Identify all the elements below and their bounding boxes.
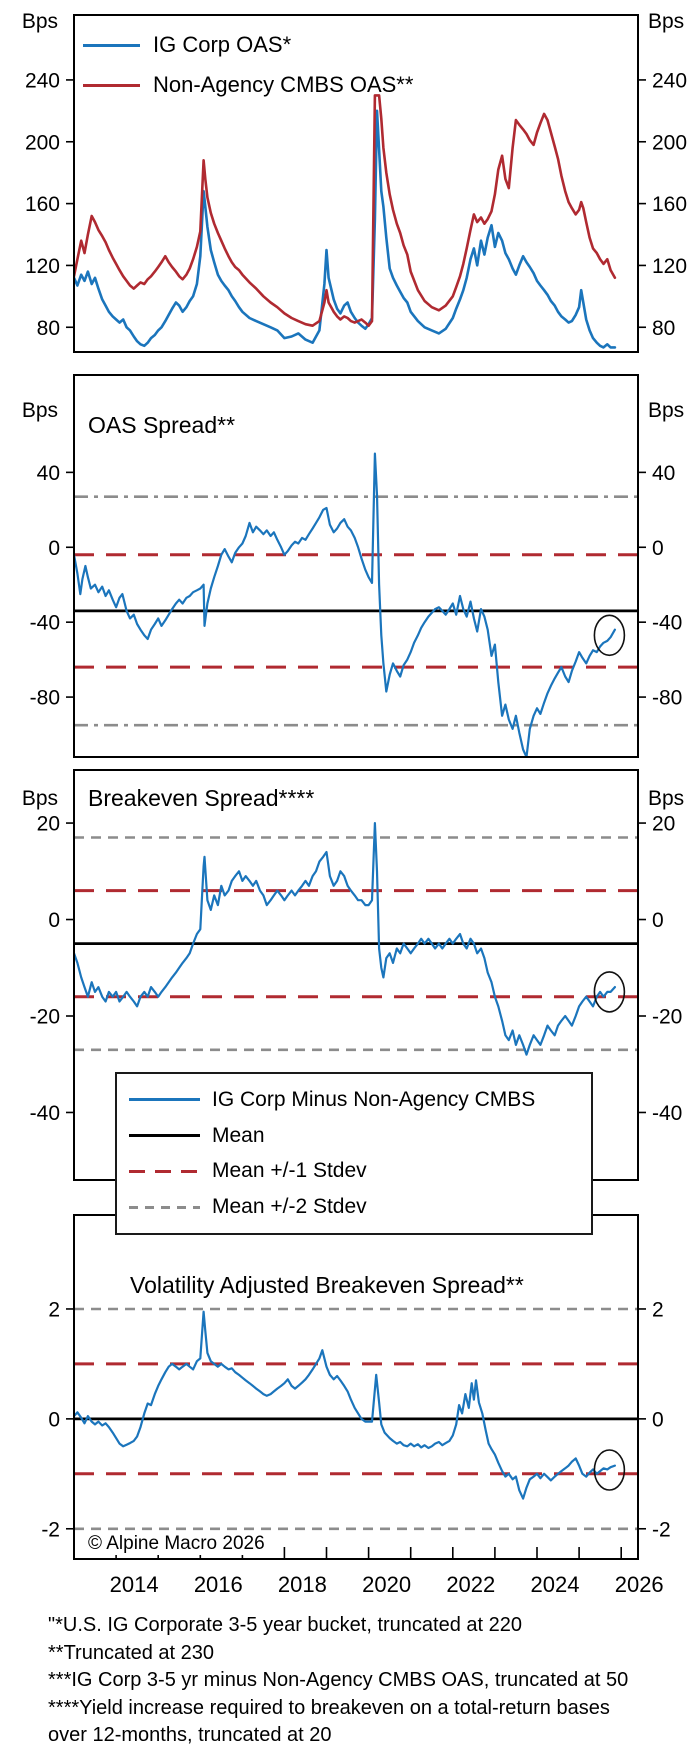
- svg-text:40: 40: [652, 462, 675, 485]
- svg-text:200: 200: [652, 131, 687, 154]
- svg-text:2022: 2022: [446, 1572, 495, 1597]
- svg-text:2020: 2020: [362, 1572, 411, 1597]
- svg-text:-20: -20: [652, 1006, 682, 1029]
- svg-text:2026: 2026: [615, 1572, 664, 1597]
- svg-text:0: 0: [48, 1408, 60, 1431]
- blue-line-swatch: [129, 1098, 200, 1102]
- svg-text:40: 40: [37, 462, 60, 485]
- svg-text:-20: -20: [30, 1006, 60, 1029]
- footnote-line: ***IG Corp 3-5 yr minus Non-Agency CMBS …: [48, 1669, 629, 1691]
- svg-text:-80: -80: [652, 687, 682, 710]
- black-line-swatch: [129, 1134, 200, 1138]
- svg-text:-40: -40: [30, 1102, 60, 1125]
- svg-text:-2: -2: [41, 1518, 60, 1541]
- svg-text:0: 0: [48, 909, 60, 932]
- svg-text:2: 2: [48, 1299, 60, 1322]
- svg-text:Bps: Bps: [648, 787, 684, 810]
- svg-text:Bps: Bps: [648, 10, 684, 33]
- legend-label: Mean: [212, 1123, 265, 1147]
- svg-text:-40: -40: [652, 612, 682, 635]
- legend-item-1stdev: Mean +/-1 Stdev: [117, 1159, 591, 1183]
- svg-text:-40: -40: [652, 1102, 682, 1125]
- panel2-title: OAS Spread**: [88, 412, 236, 438]
- svg-text:240: 240: [652, 69, 687, 92]
- svg-text:240: 240: [25, 69, 60, 92]
- svg-text:0: 0: [48, 537, 60, 560]
- red-dash-swatch: [129, 1169, 200, 1173]
- footnote-line: **Truncated at 230: [48, 1641, 215, 1664]
- svg-text:0: 0: [652, 909, 664, 932]
- legend-item-cmbs-oas: Non-Agency CMBS OAS**: [83, 65, 413, 105]
- panel3-title: Breakeven Spread****: [88, 785, 315, 811]
- svg-text:Bps: Bps: [648, 399, 684, 422]
- footnote-line: over 12-months, truncated at 20: [48, 1724, 332, 1746]
- legend-label: IG Corp Minus Non-Agency CMBS: [212, 1087, 536, 1111]
- svg-text:2: 2: [652, 1299, 664, 1322]
- footnote-line: "*U.S. IG Corporate 3-5 year bucket, tru…: [48, 1614, 523, 1636]
- svg-text:0: 0: [652, 1408, 664, 1431]
- svg-text:2018: 2018: [278, 1572, 327, 1597]
- footnotes: "*U.S. IG Corporate 3-5 year bucket, tru…: [48, 1612, 678, 1746]
- svg-text:120: 120: [652, 255, 687, 278]
- footnote-line: ****Yield increase required to breakeven…: [48, 1696, 610, 1719]
- svg-text:Bps: Bps: [22, 787, 58, 810]
- legend-label: Non-Agency CMBS OAS**: [153, 72, 414, 97]
- svg-text:2014: 2014: [110, 1572, 159, 1597]
- svg-text:20: 20: [37, 813, 60, 836]
- legend-item-mean: Mean: [117, 1124, 591, 1148]
- stats-legend-box: IG Corp Minus Non-Agency CMBS Mean Mean …: [115, 1072, 593, 1235]
- blue-line-swatch: [83, 43, 140, 47]
- svg-text:Bps: Bps: [22, 10, 58, 33]
- top-panel-legend: IG Corp OAS* Non-Agency CMBS OAS**: [83, 25, 413, 105]
- legend-label: Mean +/-1 Stdev: [212, 1159, 367, 1183]
- gray-dash-swatch: [129, 1205, 200, 1209]
- red-line-swatch: [83, 83, 140, 87]
- svg-text:2024: 2024: [531, 1572, 580, 1597]
- legend-label: Mean +/-2 Stdev: [212, 1195, 367, 1219]
- svg-text:80: 80: [37, 317, 60, 340]
- panel4-title: Volatility Adjusted Breakeven Spread**: [130, 1272, 524, 1298]
- svg-text:120: 120: [25, 255, 60, 278]
- legend-label: IG Corp OAS*: [153, 32, 292, 57]
- svg-text:20: 20: [652, 813, 675, 836]
- svg-text:-2: -2: [652, 1518, 671, 1541]
- legend-item-series: IG Corp Minus Non-Agency CMBS: [117, 1088, 591, 1112]
- svg-text:-80: -80: [30, 687, 60, 710]
- svg-text:160: 160: [25, 193, 60, 216]
- svg-text:-40: -40: [30, 612, 60, 635]
- svg-text:200: 200: [25, 131, 60, 154]
- svg-text:0: 0: [652, 537, 664, 560]
- svg-text:80: 80: [652, 317, 675, 340]
- legend-item-ig-corp-oas: IG Corp OAS*: [83, 25, 413, 65]
- copyright-note: © Alpine Macro 2026: [84, 1533, 269, 1555]
- svg-text:Bps: Bps: [22, 399, 58, 422]
- legend-item-2stdev: Mean +/-2 Stdev: [117, 1195, 591, 1219]
- svg-text:160: 160: [652, 193, 687, 216]
- svg-text:2016: 2016: [194, 1572, 243, 1597]
